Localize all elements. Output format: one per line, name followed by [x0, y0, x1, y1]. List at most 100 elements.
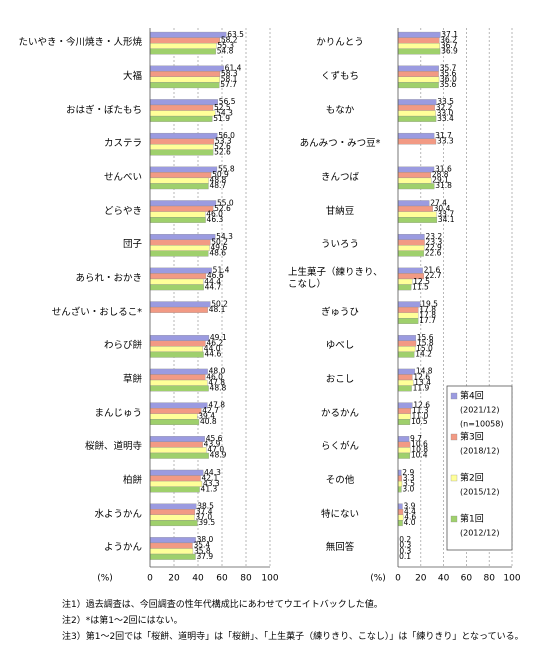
value-label: 11.3 — [412, 406, 429, 415]
value-label: 56.5 — [219, 97, 236, 106]
value-label: 33.4 — [437, 114, 454, 123]
value-label: 14.8 — [416, 367, 433, 376]
bar — [149, 245, 210, 251]
category-label: ようかん — [103, 542, 142, 554]
value-label: 52.6 — [214, 204, 231, 213]
bar — [149, 31, 227, 38]
bar — [397, 37, 440, 44]
value-label: 15.8 — [417, 339, 434, 348]
x-tick-label: 100 — [261, 574, 278, 584]
value-label: 49.6 — [211, 243, 228, 252]
value-label: 44.0 — [204, 344, 221, 353]
value-label: 52.6 — [214, 142, 231, 151]
bar — [397, 402, 413, 409]
value-label: 33.3 — [437, 136, 454, 145]
legend-swatch — [450, 474, 458, 482]
value-label: 46.3 — [207, 215, 224, 224]
value-label: 58.3 — [221, 69, 238, 78]
value-label: 12.6 — [413, 400, 430, 409]
value-label: 48.0 — [209, 367, 226, 376]
bar — [397, 245, 425, 251]
x-tick-label: 60 — [461, 574, 473, 584]
category-label: ゆべし — [325, 340, 355, 352]
category-label: せんべい — [103, 171, 142, 183]
bar — [397, 110, 436, 117]
category-label: くずもち — [320, 70, 359, 82]
bar — [397, 447, 411, 454]
value-label: 27.4 — [430, 198, 447, 207]
value-label: 42.1 — [202, 473, 219, 482]
value-label: 4.0 — [404, 518, 416, 527]
category-label: 無回答 — [325, 542, 355, 554]
category-label: カステラ — [103, 138, 142, 150]
value-label: 46.2 — [206, 339, 223, 348]
value-label: 28.8 — [432, 170, 449, 179]
value-label: 50.2 — [211, 238, 228, 247]
value-label: 46.0 — [206, 372, 223, 381]
bar — [397, 183, 435, 190]
bar — [397, 441, 411, 448]
value-label: 3.9 — [403, 501, 415, 510]
bar — [397, 99, 437, 106]
bar — [149, 548, 194, 555]
bar — [149, 99, 218, 106]
value-label: 4.4 — [404, 507, 416, 516]
value-label: 50.9 — [212, 170, 229, 179]
bar — [149, 132, 218, 139]
bar — [149, 250, 209, 257]
bar — [149, 542, 193, 549]
value-label: 3.3 — [403, 473, 415, 482]
bar — [149, 379, 208, 386]
value-label: 51.4 — [213, 266, 230, 275]
bar — [397, 31, 441, 38]
legend-period: (2021/12) — [460, 406, 499, 415]
x-tick-label: 40 — [438, 574, 450, 584]
value-label: 34.1 — [438, 215, 455, 224]
bar — [149, 82, 220, 89]
bar — [149, 374, 206, 381]
category-label: まんじゅう — [94, 407, 142, 419]
bar — [149, 520, 198, 527]
bar — [397, 267, 423, 274]
x-tick-label: 20 — [168, 574, 180, 584]
value-label: 10.4 — [411, 451, 428, 460]
category-label: ういろう — [320, 239, 359, 251]
category-label: その他 — [325, 475, 355, 487]
value-label: 47.8 — [208, 378, 225, 387]
bar — [397, 486, 402, 493]
x-tick-label: 40 — [192, 574, 204, 584]
bar — [149, 37, 220, 44]
value-label: 54.8 — [217, 46, 234, 55]
bar — [397, 132, 435, 139]
bar — [149, 537, 196, 544]
value-label: 35.4 — [193, 541, 210, 550]
bar — [149, 138, 215, 145]
value-label: 46.0 — [206, 209, 223, 218]
bar — [397, 419, 411, 425]
value-label: 37.4 — [196, 507, 213, 516]
bar — [149, 447, 207, 454]
bar — [397, 166, 435, 173]
bar — [397, 413, 411, 420]
bar — [397, 65, 439, 72]
x-tick-label: 100 — [503, 574, 520, 584]
category-label: おはぎ・ぼたもち — [65, 104, 142, 116]
category-label: 上生菓子（練りきり、こなし） — [288, 266, 383, 290]
bar — [149, 166, 218, 173]
value-label: 30.4 — [434, 204, 451, 213]
bar — [397, 379, 414, 386]
legend-label: 第4回 — [460, 390, 484, 402]
value-label: 47.8 — [208, 400, 225, 409]
category-label: おこし — [325, 374, 355, 386]
value-label: 61.4 — [225, 64, 242, 73]
value-label: 49.1 — [210, 333, 227, 342]
value-label: 23.2 — [425, 232, 442, 241]
value-label: 31.7 — [435, 131, 452, 140]
value-label: 0.1 — [399, 552, 411, 561]
bar — [397, 211, 437, 218]
bar — [397, 503, 403, 510]
value-label: 44.4 — [204, 277, 221, 286]
bar — [149, 76, 220, 83]
bar — [149, 48, 216, 55]
bar — [149, 469, 204, 476]
